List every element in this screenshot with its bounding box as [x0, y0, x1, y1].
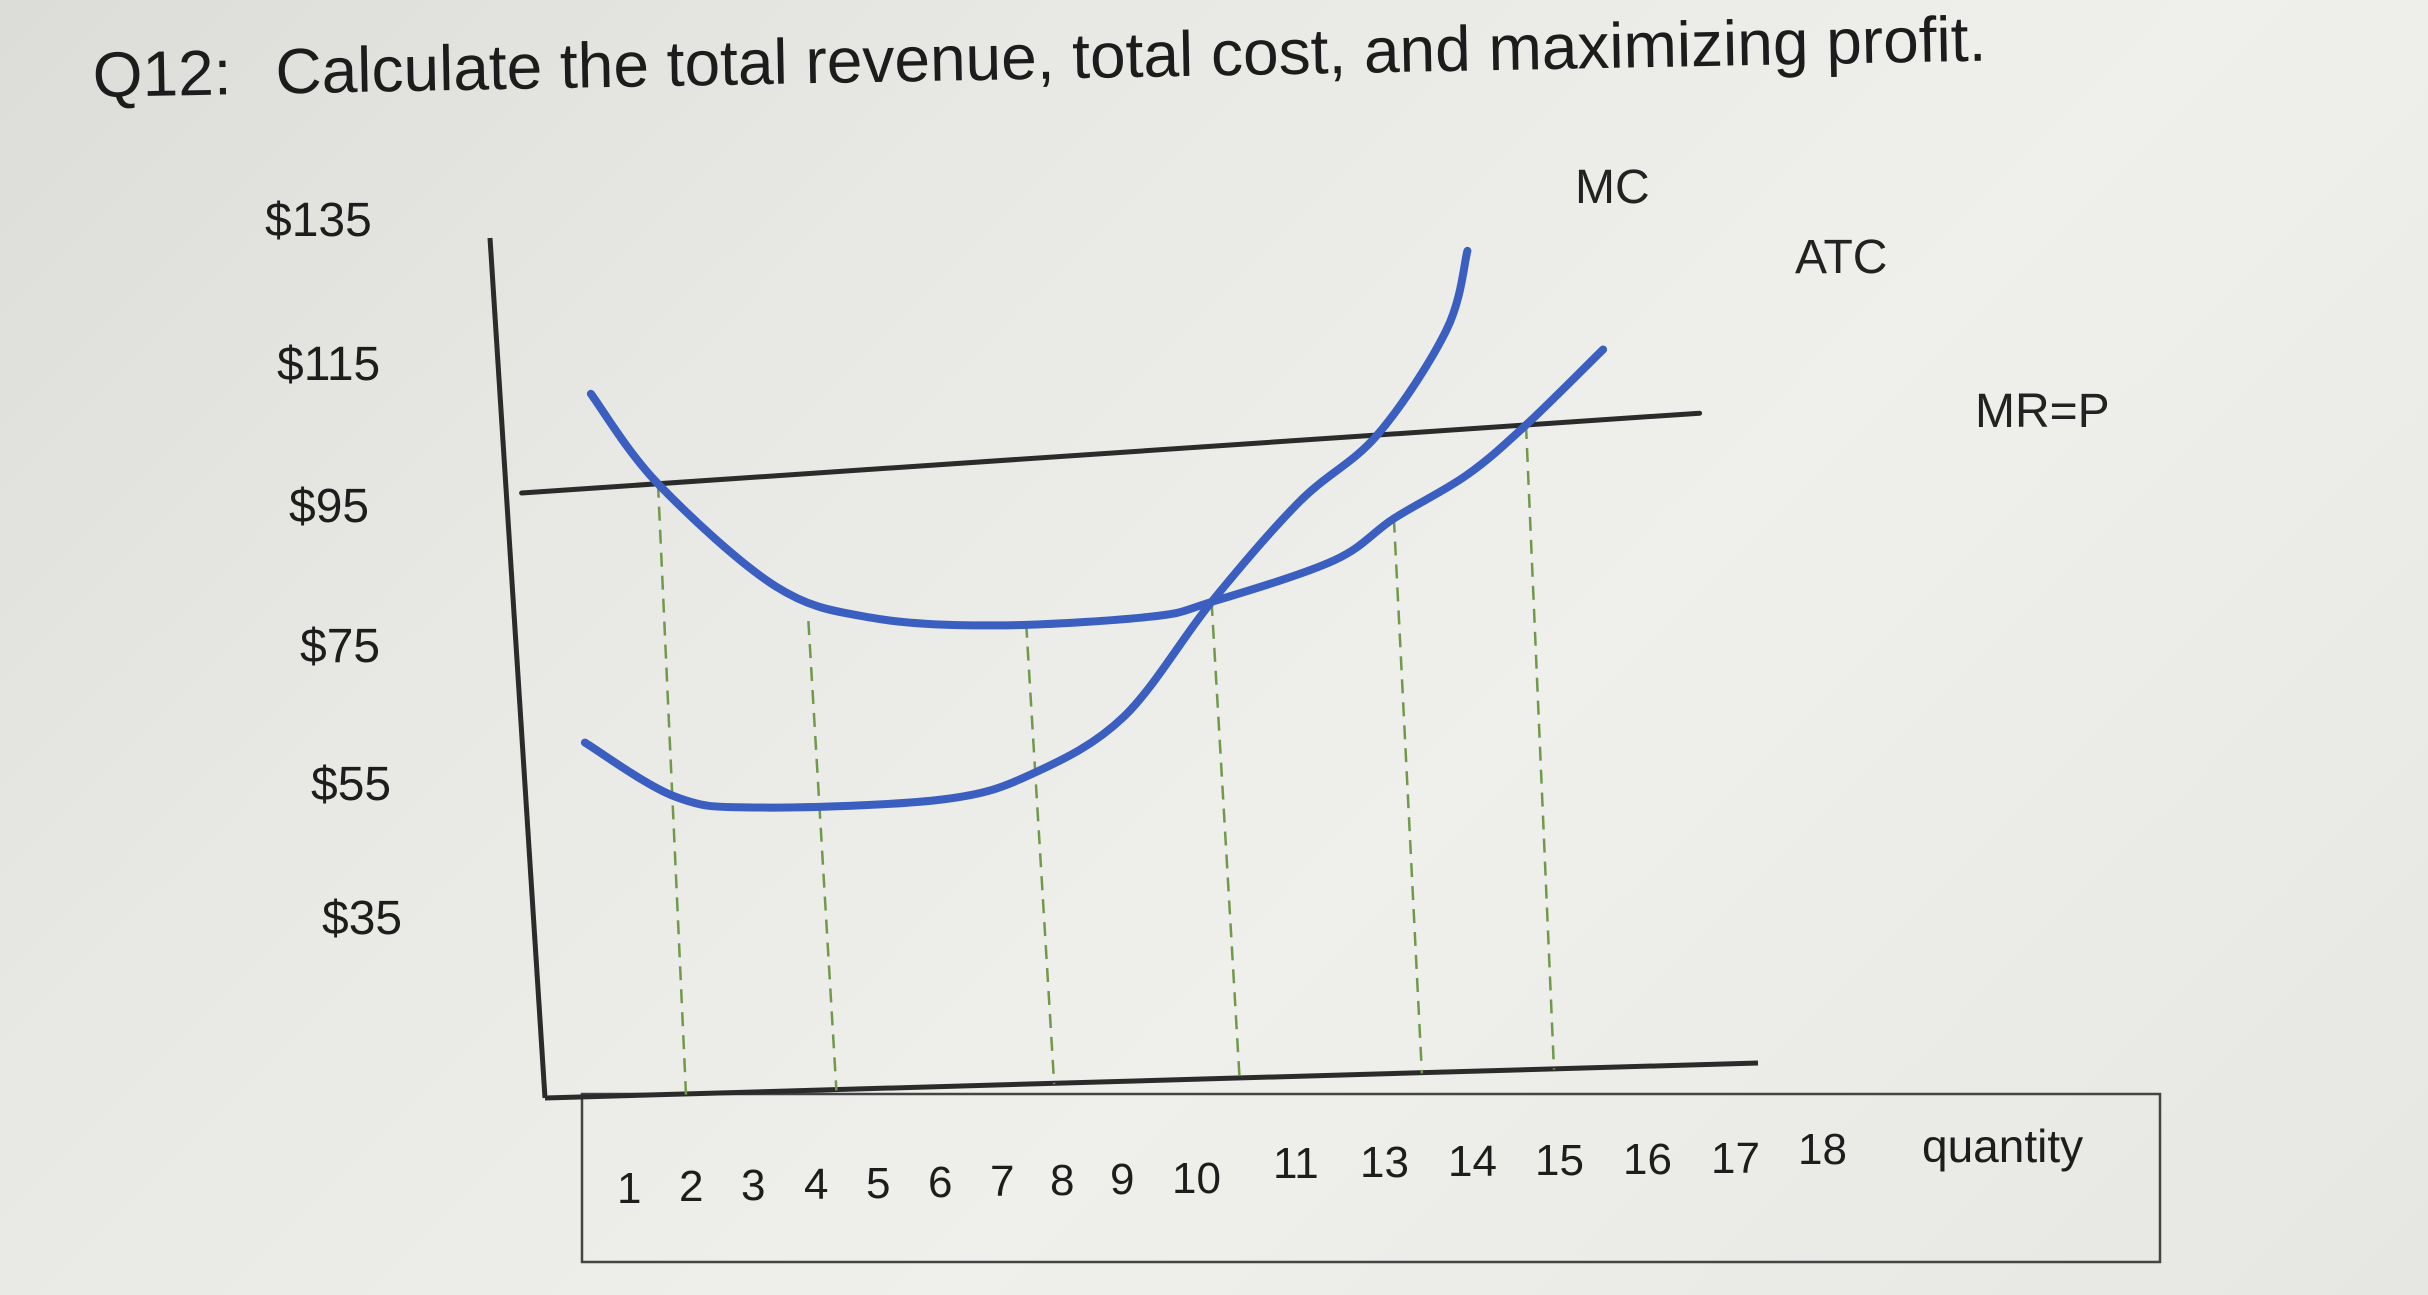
dashed-guide: [1024, 623, 1056, 1085]
y-tick-label-135: $135: [265, 194, 372, 247]
x-tick-label: 6: [928, 1158, 952, 1207]
y-axis: [487, 237, 548, 1099]
x-tick-label: 18: [1798, 1125, 1847, 1174]
dashed-guide: [1524, 424, 1556, 1070]
dashed-guide: [807, 621, 838, 1091]
y-tick-label-95: $95: [289, 480, 369, 533]
x-tick-label: 15: [1535, 1136, 1584, 1185]
x-tick-label: 9: [1110, 1155, 1134, 1204]
quantity-box: [580, 1092, 2162, 1264]
mc-label: MC: [1575, 161, 1650, 214]
x-axis-label: quantity: [1922, 1120, 2083, 1172]
x-tick-labels: 1 2 3 4 5 6 7 8 9 10 11 13 14 15 16 17 1…: [617, 1125, 1847, 1213]
series-layer: [519, 246, 1703, 812]
mr-label: MR=P: [1975, 385, 2110, 438]
mr-line: [519, 410, 1703, 496]
x-axis: [544, 1060, 1759, 1101]
y-tick-label-55: $55: [311, 758, 391, 811]
dashed-guide: [1392, 518, 1424, 1074]
atc-label: ATC: [1795, 231, 1887, 284]
x-tick-label: 5: [866, 1159, 890, 1208]
x-tick-label: 17: [1711, 1134, 1760, 1183]
dashed-guide: [656, 483, 688, 1095]
x-tick-label: 11: [1273, 1139, 1319, 1188]
mc-curve: [580, 246, 1472, 812]
x-tick-label: 3: [741, 1161, 765, 1210]
y-tick-label-115: $115: [277, 338, 380, 391]
x-tick-label: 13: [1360, 1138, 1409, 1187]
atc-curve: [586, 345, 1608, 630]
x-tick-label: 14: [1448, 1137, 1497, 1186]
dashed-guides: [656, 424, 1556, 1095]
x-tick-label: 1: [617, 1164, 641, 1213]
x-tick-label: 10: [1172, 1154, 1221, 1203]
y-tick-label-35: $35: [322, 892, 402, 945]
x-tick-label: 4: [804, 1160, 828, 1209]
x-tick-label: 2: [679, 1162, 703, 1211]
y-tick-label-75: $75: [300, 620, 380, 673]
dashed-guide: [1210, 601, 1241, 1079]
x-tick-label: 16: [1623, 1135, 1672, 1184]
x-tick-label: 8: [1050, 1156, 1074, 1205]
x-tick-label: 7: [990, 1157, 1014, 1206]
